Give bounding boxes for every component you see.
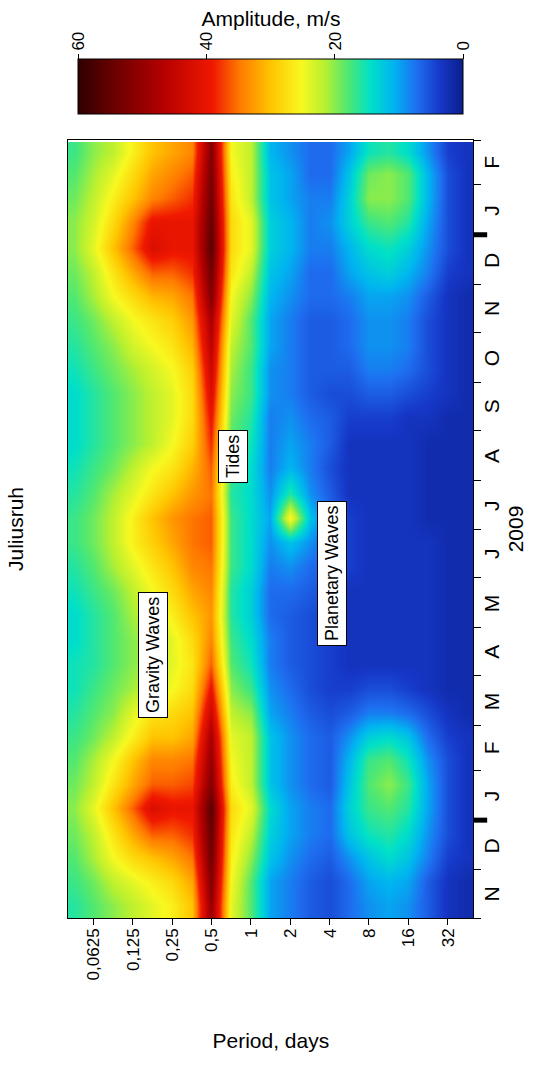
svg-text:Juliusruh: Juliusruh <box>4 487 27 571</box>
svg-text:M: M <box>480 693 503 711</box>
svg-text:J: J <box>480 549 503 560</box>
svg-text:Amplitude, m/s: Amplitude, m/s <box>202 7 341 30</box>
svg-text:0,125: 0,125 <box>124 928 143 971</box>
svg-text:1: 1 <box>242 928 261 937</box>
svg-text:A: A <box>480 645 503 659</box>
svg-text:J: J <box>480 500 503 511</box>
svg-text:A: A <box>480 449 503 463</box>
svg-text:N: N <box>480 301 503 316</box>
svg-text:0,5: 0,5 <box>202 928 221 952</box>
svg-text:60: 60 <box>69 32 88 51</box>
svg-text:8: 8 <box>360 928 379 937</box>
svg-text:16: 16 <box>399 928 418 947</box>
svg-text:Tides: Tides <box>223 435 243 478</box>
svg-text:0,0625: 0,0625 <box>84 928 103 980</box>
svg-text:20: 20 <box>326 32 345 51</box>
svg-text:F: F <box>480 742 503 755</box>
svg-text:Period, days: Period, days <box>213 1029 330 1052</box>
svg-text:Planetary Waves: Planetary Waves <box>322 506 342 641</box>
svg-text:0,25: 0,25 <box>163 928 182 961</box>
svg-text:32: 32 <box>439 928 458 947</box>
svg-text:D: D <box>480 838 503 853</box>
svg-text:4: 4 <box>321 928 340 937</box>
svg-text:S: S <box>480 399 503 413</box>
svg-text:J: J <box>480 791 503 802</box>
svg-text:40: 40 <box>197 32 216 51</box>
svg-text:D: D <box>480 253 503 268</box>
svg-text:F: F <box>480 156 503 169</box>
svg-text:0: 0 <box>454 41 473 50</box>
svg-text:O: O <box>480 350 503 366</box>
svg-text:J: J <box>480 205 503 216</box>
svg-text:2009: 2009 <box>504 506 527 553</box>
svg-text:2: 2 <box>281 928 300 937</box>
svg-text:N: N <box>480 886 503 901</box>
svg-text:M: M <box>480 595 503 613</box>
svg-text:Gravity Waves: Gravity Waves <box>143 597 163 713</box>
